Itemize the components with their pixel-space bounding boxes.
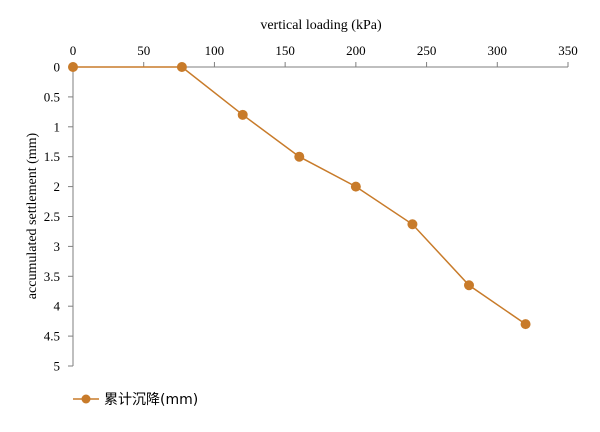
y-tick-label: 3: [54, 239, 61, 254]
y-tick-label: 4.5: [44, 329, 60, 344]
x-tick-label: 200: [346, 43, 366, 58]
y-axis-title: accumulated settlement (mm): [25, 132, 40, 299]
x-tick-label: 350: [558, 43, 578, 58]
axes: [72, 66, 568, 366]
series-group: [68, 62, 531, 330]
series-line: [73, 66, 526, 325]
data-point: [464, 280, 474, 291]
x-tick-label: 150: [275, 43, 295, 58]
data-point: [294, 151, 305, 162]
x-tick-label: 50: [137, 43, 150, 58]
data-point: [350, 181, 361, 192]
y-tick-label: 5: [54, 359, 61, 374]
x-tick-label: 300: [488, 43, 508, 58]
data-point: [68, 62, 78, 72]
y-tick-label: 4: [54, 299, 61, 314]
x-axis-ticks: 0 50 100 150 200 250 300 350: [70, 43, 578, 67]
data-point: [176, 62, 187, 72]
legend-label: 累计沉降(mm): [104, 392, 198, 408]
x-tick-label: 100: [205, 43, 225, 58]
x-tick-label: 250: [417, 43, 437, 58]
y-tick-label: 2: [54, 179, 61, 194]
y-tick-label: 1.5: [44, 149, 60, 164]
data-point: [520, 319, 531, 330]
y-tick-label: 0.5: [44, 89, 60, 104]
y-tick-label: 3.5: [44, 269, 60, 284]
x-axis-title: vertical loading (kPa): [260, 18, 382, 33]
y-tick-label: 0: [54, 60, 61, 75]
data-point: [407, 219, 418, 230]
y-tick-label: 2.5: [44, 209, 60, 224]
y-tick-label: 1: [54, 119, 61, 134]
x-tick-label: 0: [70, 43, 77, 58]
legend-marker-swatch: [81, 394, 91, 404]
y-axis-ticks: 0 0.5 1 1.5 2 2.5 3 3.5 4 4.5 5: [44, 60, 73, 374]
data-point: [237, 109, 248, 120]
legend: 累计沉降(mm): [73, 392, 198, 408]
